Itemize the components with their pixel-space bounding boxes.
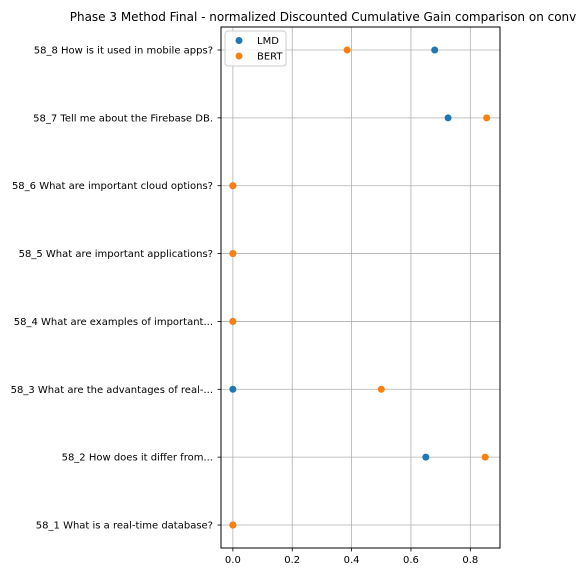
point-lmd bbox=[431, 46, 439, 54]
point-bert bbox=[343, 46, 351, 54]
point-bert bbox=[377, 385, 385, 393]
y-axis-ticks: 58_1 What is a real-time database? 58_2 H… bbox=[11, 46, 221, 532]
point-bert bbox=[229, 317, 237, 325]
point-bert bbox=[481, 453, 489, 461]
y-tick-label: 58_4 What are examples of important... bbox=[14, 317, 213, 328]
chart-title: Phase 3 Method Final - normalized Discou… bbox=[70, 10, 576, 24]
x-tick-label: 0.8 bbox=[462, 555, 478, 566]
point-lmd bbox=[229, 385, 237, 393]
y-tick-label: 58_3 What are the advantages of real-... bbox=[11, 385, 213, 396]
legend: LMD BERT bbox=[224, 30, 287, 67]
plot-frame bbox=[220, 26, 501, 549]
point-bert bbox=[483, 114, 491, 122]
y-tick-label: 58_7 Tell me about the Firebase DB. bbox=[33, 113, 213, 124]
x-tick-label: 0.6 bbox=[403, 555, 419, 566]
y-tick-label: 58_8 How is it used in mobile apps? bbox=[34, 46, 213, 57]
y-tick-label: 58_2 How does it differ from... bbox=[62, 453, 213, 464]
legend-label-bert: BERT bbox=[257, 52, 283, 63]
x-tick-label: 0.0 bbox=[225, 555, 241, 566]
legend-marker-bert bbox=[235, 52, 243, 60]
grid bbox=[221, 27, 500, 548]
y-tick-label: 58_1 What is a real-time database? bbox=[36, 521, 213, 532]
point-lmd bbox=[422, 453, 430, 461]
point-lmd bbox=[444, 114, 452, 122]
point-bert bbox=[229, 250, 237, 258]
point-bert bbox=[229, 182, 237, 190]
x-axis-ticks: 0.0 0.2 0.4 0.6 0.8 bbox=[225, 548, 478, 566]
point-bert bbox=[229, 521, 237, 529]
x-tick-label: 0.2 bbox=[284, 555, 300, 566]
legend-marker-lmd bbox=[235, 37, 243, 44]
y-tick-label: 58_5 What are important applications? bbox=[19, 249, 213, 260]
data-points bbox=[229, 46, 491, 529]
y-tick-label: 58_6 What are important cloud options? bbox=[12, 181, 213, 192]
legend-label-lmd: LMD bbox=[257, 36, 279, 47]
x-tick-label: 0.4 bbox=[344, 555, 360, 566]
